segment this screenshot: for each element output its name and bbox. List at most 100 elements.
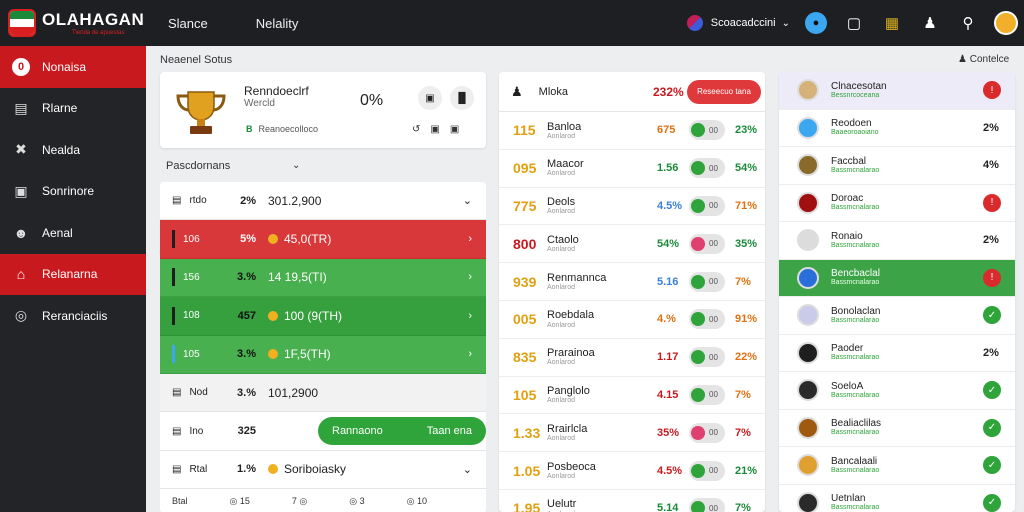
user-icon[interactable]: ♟ xyxy=(923,15,937,32)
team-row[interactable]: Paoder Bassmcnalarao 2% xyxy=(779,335,1015,372)
chevron-right-icon[interactable]: › xyxy=(468,271,472,284)
sidebar-item-5[interactable]: ⌂ Relanarna xyxy=(0,253,146,295)
market-row[interactable]: 105 3.% 1F,5(TH) › xyxy=(160,335,486,374)
team-row[interactable]: Reodoen Baaeoroaoiano 2% xyxy=(779,110,1015,147)
odds-percent: 7% xyxy=(735,388,751,401)
match-pause-button[interactable]: ▐▌ xyxy=(450,86,474,110)
clipboard-icon[interactable]: ▢ xyxy=(846,15,862,32)
odds-row[interactable]: 1.33 Rrairlcla Aonlarod 35% 00 7% xyxy=(499,414,765,453)
odds-toggle[interactable]: 00 xyxy=(689,233,725,254)
match-stats-button[interactable]: ▣ xyxy=(418,86,442,110)
odds-row[interactable]: 005 Roebdala Aonlarod 4.% 00 91% xyxy=(499,301,765,339)
team-row[interactable]: Bancalaali Bassmcnalarao ✓ xyxy=(779,447,1015,485)
home-icon: 0 xyxy=(12,57,30,76)
market-row[interactable]: ▤ Rtal 1.% Soriboiasky ⌄ xyxy=(160,451,486,490)
nav-item-0[interactable]: Slance xyxy=(168,15,208,31)
footer-stat[interactable]: ◎ 3 xyxy=(349,495,365,506)
match-footer-icons[interactable]: ↺▣▣ xyxy=(412,124,470,135)
team-status: ! xyxy=(983,193,1001,212)
odds-toggle[interactable]: 00 xyxy=(689,309,725,330)
odds-toggle[interactable]: 00 xyxy=(689,460,725,481)
odds-toggle[interactable]: 00 xyxy=(689,195,725,216)
match-card[interactable]: Renndoeclrf Wercld 0% ▣ ▐▌ B Reanoecolloc… xyxy=(160,72,486,148)
odds-header-button[interactable]: Reseecuo tana xyxy=(687,79,761,104)
market-row[interactable]: ▤ Nod 3.% 101,2900 xyxy=(160,373,486,413)
notification-button[interactable]: ● xyxy=(804,11,828,35)
ticket-icon: ▤ xyxy=(172,195,182,207)
sidebar-item-1[interactable]: ▤ Rlarne xyxy=(0,88,146,130)
odds-row[interactable]: 800 Ctaolo Aonlarod 54% 00 35% xyxy=(499,225,765,264)
market-row[interactable]: 106 5% 45,0(TR) › xyxy=(160,220,486,259)
market-row[interactable]: ▤ rtdo 2% 301.2,900 ⌄ xyxy=(160,182,486,221)
odds-row[interactable]: 1.05 Posbeoca Aonlarod 4.5% 00 21% xyxy=(499,452,765,490)
team-row[interactable]: Faccbal Bassmcnalarao 4% xyxy=(779,147,1015,185)
odds-row[interactable]: 1.95 UelutrAonlarod 5.14 00 7% xyxy=(499,490,765,512)
market-percent: 1.% xyxy=(237,463,256,476)
target-icon: ◎ xyxy=(14,307,28,324)
market-row[interactable]: 156 3.% 14 19,5(TI) › xyxy=(160,258,486,298)
sidebar-item-3[interactable]: ▣ Sonrinore xyxy=(0,171,146,213)
team-status: ! xyxy=(983,81,1001,100)
team-name: Doroac xyxy=(831,193,864,205)
team-row[interactable]: Clnacesotan Bessnrcoceana! xyxy=(779,72,1015,110)
right-panel-header[interactable]: ♟ Contelce xyxy=(958,54,1009,65)
market-row[interactable]: ▤ Ino 325 Rannaono Taan ena xyxy=(160,412,486,451)
team-row[interactable]: Doroac Bassmcnalarao! xyxy=(779,185,1015,222)
odds-toggle[interactable]: 00 xyxy=(689,271,725,292)
sidebar-item-2[interactable]: ✖ Nealda xyxy=(0,129,146,171)
odds-row[interactable]: 835 Prarainoa Aonlarod 1.17 00 22% xyxy=(499,339,765,377)
brand-logo[interactable]: OLAHAGAN Tienda de apuestas xyxy=(8,9,148,37)
odds-value: 1.33 xyxy=(513,424,541,441)
team-status: ! xyxy=(983,268,1001,287)
team-row[interactable]: Bonolaclan Bassmcnalarao ✓ xyxy=(779,297,1015,335)
odds-team: Rrairlcla xyxy=(547,422,588,435)
chevron-right-icon[interactable]: › xyxy=(468,233,472,246)
footer-stat[interactable]: ◎ 15 xyxy=(229,495,250,506)
team-sub: Bessnrcoceana xyxy=(831,91,880,99)
odds-row[interactable]: 115 Banloa Aonlarod 675 00 23% xyxy=(499,112,765,150)
market-row[interactable]: 108 457 100 (9(TH) › xyxy=(160,297,486,336)
profile-avatar[interactable] xyxy=(994,11,1018,35)
match-footer-text: Reanoecolloco xyxy=(258,124,319,134)
chevron-right-icon[interactable]: ⌄ xyxy=(462,195,472,208)
team-status: 2% xyxy=(983,234,999,247)
team-row[interactable]: Bencbaclal Bassmcnalarao! xyxy=(779,259,1015,297)
sidebar-item-0[interactable]: 0 Nonaisa xyxy=(0,46,146,88)
footer-stat[interactable]: ◎ 10 xyxy=(406,495,427,506)
nav-item-1[interactable]: Nelality xyxy=(255,15,299,31)
team-status: ✓ xyxy=(983,456,1001,475)
team-row[interactable]: SoeloA Bassmcnalarao ✓ xyxy=(779,372,1015,410)
odds-toggle[interactable]: 00 xyxy=(689,158,725,179)
market-percent: 5% xyxy=(240,233,256,246)
sidebar-item-4[interactable]: ☻ Aenal xyxy=(0,212,146,254)
team-row[interactable]: Uetnlan Bassmcnalarao ✓ xyxy=(779,485,1015,512)
odds-row[interactable]: 775 Deols Aonlarod 4.5% 00 71% xyxy=(499,188,765,226)
sidebar-item-6[interactable]: ◎ Reranciaciis xyxy=(0,295,146,337)
gift-icon[interactable]: ▦ xyxy=(884,15,900,32)
team-row[interactable]: Ronaio Bassmcnalarao 2% xyxy=(779,222,1015,260)
odds-team: Maacor xyxy=(547,158,584,171)
ticket-icon: ▤ xyxy=(172,387,182,399)
odds-toggle[interactable]: 00 xyxy=(689,498,725,512)
odds-toggle[interactable]: 00 xyxy=(689,384,725,405)
search-icon[interactable]: ⚲ xyxy=(962,15,974,32)
market-bar xyxy=(172,306,175,325)
odds-toggle[interactable]: 00 xyxy=(689,120,725,141)
market-id: 108 xyxy=(160,306,220,325)
footer-stat[interactable]: Btal xyxy=(172,496,188,507)
market-bar xyxy=(172,345,175,364)
odds-row[interactable]: 095 Maacor Aonlarod 1.56 00 54% xyxy=(499,150,765,188)
team-row[interactable]: Bealiaclilas Bassmcnalarao ✓ xyxy=(779,410,1015,447)
footer-stat[interactable]: 7 ◎ xyxy=(291,495,308,506)
odds-row[interactable]: 939 Renmannca Aonlarod 5.16 00 7% xyxy=(499,263,765,301)
place-bet-button[interactable]: Rannaono Taan ena xyxy=(318,417,486,446)
odds-toggle[interactable]: 00 xyxy=(689,347,725,368)
account-selector[interactable]: Scoacadccini ⌄ xyxy=(686,15,790,31)
odds-toggle[interactable]: 00 xyxy=(689,422,725,443)
filter-dropdown[interactable]: Pascdornans ⌄ xyxy=(160,160,486,180)
chevron-right-icon[interactable]: ⌄ xyxy=(462,463,472,476)
sidebar-item-label: Nealda xyxy=(42,142,81,157)
chevron-right-icon[interactable]: › xyxy=(468,348,472,361)
chevron-right-icon[interactable]: › xyxy=(468,309,472,322)
odds-row[interactable]: 105 Panglolo Aonlarod 4.15 00 7% xyxy=(499,377,765,415)
